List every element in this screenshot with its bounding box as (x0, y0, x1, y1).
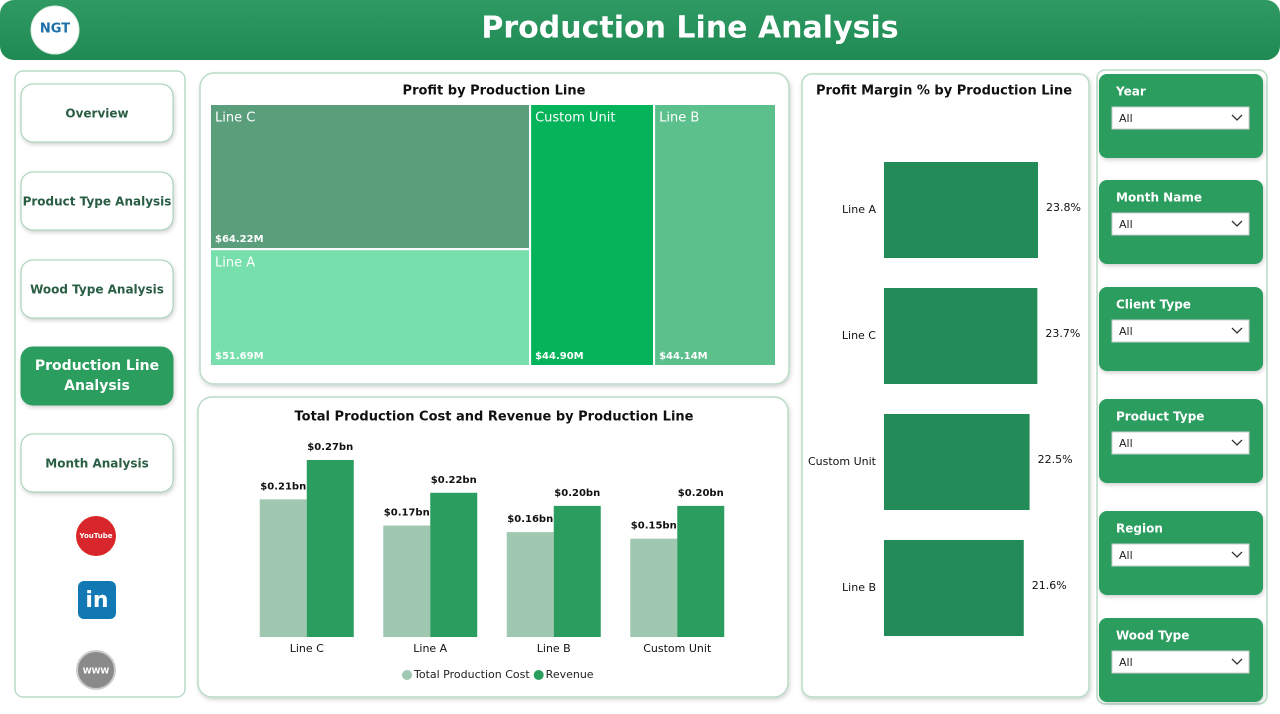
nav-label[interactable]: Production Line Analysis (35, 358, 159, 394)
bar-value-label: 21.6% (1032, 579, 1067, 592)
legend-marker (402, 670, 412, 680)
bar (677, 505, 725, 637)
bar-value-label: $0.17bn (384, 508, 430, 519)
logo (30, 5, 80, 55)
bar (884, 540, 1024, 636)
bar-value-label: $0.20bn (678, 488, 724, 499)
treemap-tile (209, 103, 532, 251)
bar (884, 414, 1030, 510)
y-tick-label: Custom Unit (808, 455, 877, 468)
tile-label: Line B (659, 111, 699, 126)
bar-value-label: $0.16bn (507, 514, 553, 525)
bar-value-label: 23.8% (1046, 201, 1081, 214)
treemap-tile (529, 103, 656, 367)
dropdown-chevron[interactable] (1231, 439, 1243, 446)
nav-button[interactable] (20, 83, 174, 143)
web-icon[interactable] (76, 650, 116, 690)
bar-value-label: $0.15bn (631, 521, 677, 532)
bar (306, 460, 354, 637)
x-tick-label: Custom Unit (643, 642, 712, 655)
chart-title: Total Production Cost and Revenue by Pro… (295, 410, 694, 425)
bar (630, 538, 678, 637)
bar-value-label: 22.5% (1038, 453, 1073, 466)
y-tick-label: Line B (842, 581, 876, 594)
nav-button[interactable] (20, 433, 174, 493)
filter-dropdown[interactable] (1111, 543, 1250, 567)
filter-value[interactable]: All (1119, 549, 1133, 562)
bar (430, 492, 478, 637)
filter-label: Year (1115, 85, 1146, 99)
web-label[interactable]: WWW (83, 667, 110, 676)
nav-button[interactable] (20, 171, 174, 231)
filter-dropdown[interactable] (1111, 106, 1250, 130)
tile-label: Line A (215, 256, 255, 271)
nav-label[interactable]: Overview (65, 107, 128, 121)
logo-text: NGT (40, 22, 70, 37)
filter-dropdown[interactable] (1111, 431, 1250, 455)
legend-label: Revenue (546, 668, 594, 681)
filter-label: Region (1116, 522, 1163, 536)
legend-label: Total Production Cost (413, 668, 530, 681)
treemap-tile (209, 248, 532, 367)
bar (383, 525, 431, 637)
chart-title: Profit Margin % by Production Line (816, 84, 1072, 99)
page-title: Production Line Analysis (481, 11, 898, 46)
dropdown-chevron[interactable] (1231, 327, 1243, 334)
bar-value-label: $0.27bn (307, 442, 353, 453)
nav-label[interactable]: Month Analysis (45, 457, 148, 471)
bar (506, 532, 554, 637)
dropdown-chevron[interactable] (1231, 658, 1243, 665)
dropdown-chevron[interactable] (1231, 551, 1243, 558)
filter-dropdown[interactable] (1111, 650, 1250, 674)
filter-value[interactable]: All (1119, 656, 1133, 669)
bar-value-label: $0.21bn (260, 481, 306, 492)
tile-value: $64.22M (215, 234, 264, 245)
bar (259, 499, 307, 637)
filter-value[interactable]: All (1119, 112, 1133, 125)
filter-label: Product Type (1116, 410, 1204, 424)
legend-marker (533, 670, 544, 680)
bar-value-label: 23.7% (1045, 327, 1080, 340)
tile-label: Custom Unit (535, 111, 615, 126)
youtube-icon[interactable] (76, 516, 116, 556)
nav-button[interactable] (20, 346, 174, 406)
tile-label: Line C (215, 111, 255, 126)
treemap-tile (653, 103, 778, 367)
tile-value: $44.90M (535, 351, 584, 362)
header-bar (0, 0, 1280, 60)
youtube-label[interactable]: YouTube (79, 532, 113, 540)
bar (884, 288, 1038, 384)
nav-button[interactable] (20, 259, 174, 319)
tile-value: $44.14M (659, 351, 708, 362)
bar-value-label: $0.20bn (554, 488, 600, 499)
chart-title: Profit by Production Line (403, 84, 586, 99)
tile-value: $51.69M (215, 351, 264, 362)
bar-value-label: $0.22bn (431, 475, 477, 486)
filter-value[interactable]: All (1119, 218, 1133, 231)
x-tick-label: Line C (290, 642, 324, 655)
linkedin-label[interactable]: in (85, 588, 108, 613)
nav-label[interactable]: Wood Type Analysis (30, 283, 164, 297)
filter-panel (1096, 69, 1268, 705)
nav-label[interactable]: Product Type Analysis (23, 195, 172, 209)
y-tick-label: Line C (842, 329, 876, 342)
filter-value[interactable]: All (1119, 437, 1133, 450)
bar (884, 162, 1038, 258)
filter-label: Client Type (1116, 298, 1191, 312)
filter-label: Wood Type (1116, 629, 1189, 643)
filter-dropdown[interactable] (1111, 212, 1250, 236)
content: Overview Product Type Analysis Wood Type A… (20, 74, 1263, 702)
dropdown-chevron[interactable] (1231, 220, 1243, 227)
filter-label: Month Name (1116, 191, 1202, 205)
x-tick-label: Line A (413, 642, 447, 655)
linkedin-icon[interactable] (78, 581, 116, 619)
x-tick-label: Line B (537, 642, 571, 655)
bar (553, 505, 601, 637)
y-tick-label: Line A (842, 203, 876, 216)
filter-value[interactable]: All (1119, 325, 1133, 338)
dropdown-chevron[interactable] (1231, 114, 1243, 121)
filter-dropdown[interactable] (1111, 319, 1250, 343)
